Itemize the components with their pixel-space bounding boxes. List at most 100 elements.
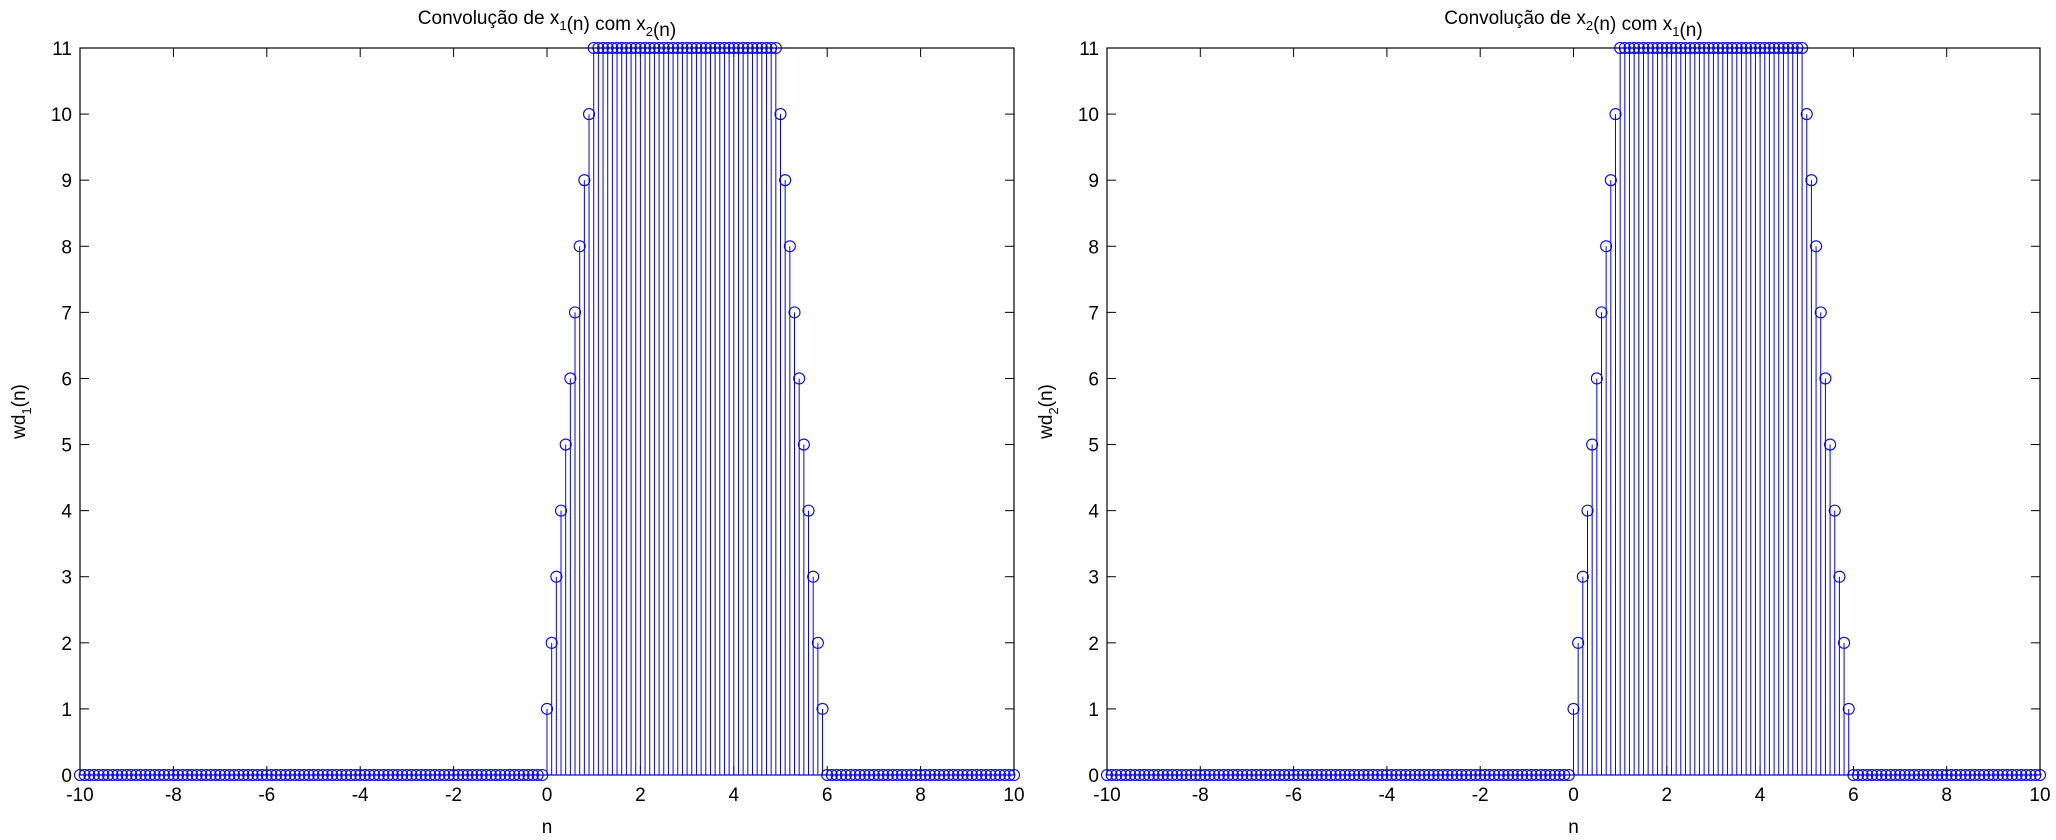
chart-0-x-tick-label: 10 (1003, 785, 1024, 806)
chart-0-y-tick-label: 2 (61, 634, 72, 655)
chart-0-stem-marker (582, 108, 596, 121)
chart-0-stem-marker (643, 41, 656, 55)
chart-0-stem-marker (545, 636, 558, 649)
chart-1-stem-marker (1777, 41, 1790, 55)
chart-1-y-tick-label: 3 (1088, 568, 1099, 589)
chart-0-stem-marker (610, 41, 624, 55)
chart-1-stem-marker (1754, 41, 1767, 55)
chart-1-stem-marker (1572, 636, 1585, 649)
chart-1-x-tick-label: -10 (1093, 785, 1120, 806)
chart-0-stem-marker (592, 41, 605, 55)
chart-0-y-tick-label: 0 (61, 766, 72, 787)
chart-0-stem-marker (732, 41, 745, 55)
chart-1-stem-marker (1824, 438, 1837, 451)
chart-1-plot-frame (1106, 47, 2041, 776)
chart-0-stem-marker (568, 306, 582, 319)
chart-1-stem-marker (1698, 41, 1711, 55)
chart-0-stem-marker (573, 240, 586, 253)
chart-0-stem-marker (559, 438, 572, 451)
chart-0-stem-marker (671, 41, 684, 55)
chart-0-stem-marker (704, 41, 717, 55)
chart-0-y-tick-label: 1 (61, 700, 72, 721)
chart-0-stem-marker (723, 41, 736, 55)
chart-0-stem-marker (797, 438, 810, 451)
chart-1-stem-marker (1567, 702, 1580, 715)
chart-0-stem-marker (788, 306, 801, 319)
chart-0-stem-marker (695, 41, 708, 55)
chart-1-stem-marker (1842, 702, 1855, 715)
chart-1-stem-marker (1810, 240, 1823, 253)
chart-0-stem-marker (681, 41, 694, 55)
chart-1-stem-marker (1637, 41, 1650, 55)
chart-1-stem-marker (1628, 41, 1641, 55)
chart-1-stem-marker (1702, 41, 1715, 55)
chart-1-stem-marker (1730, 41, 1743, 55)
chart-0-x-tick-label: 0 (542, 785, 553, 806)
chart-1-y-tick-label: 10 (1078, 105, 1099, 126)
chart-0-stem-marker (755, 41, 768, 55)
chart-1-stem-marker (1712, 41, 1725, 55)
chart-1-stem-marker (1782, 41, 1795, 55)
chart-0-y-tick-label: 3 (61, 568, 72, 589)
chart-0-stem-marker (802, 504, 815, 517)
chart-1-stem-marker (1609, 108, 1622, 121)
chart-1-stem-marker (1679, 41, 1692, 55)
chart-1-stem-marker (1740, 41, 1753, 55)
chart-1-x-tick-label: 6 (1848, 785, 1859, 806)
chart-0-stem-marker (709, 41, 722, 55)
chart-1-stem-marker (1819, 372, 1832, 385)
chart-1-x-tick-label: 0 (1568, 785, 1579, 806)
chart-1-stem-marker (1618, 41, 1631, 55)
chart-1-y-tick-label: 4 (1088, 502, 1099, 523)
chart-1-stem-marker (1744, 41, 1757, 55)
chart-1-stem-marker (1805, 174, 1818, 187)
chart-1-stem-marker (1660, 41, 1673, 55)
chart-1-y-tick-label: 8 (1088, 237, 1099, 258)
chart-0-y-tick-label: 6 (61, 369, 72, 390)
chart-0-y-tick-label: 7 (61, 303, 72, 324)
chart-0-stem-marker (751, 41, 764, 55)
chart-1-x-tick-label: 8 (1941, 785, 1952, 806)
chart-1-stem-marker (1595, 306, 1608, 319)
chart-0-stem-marker (657, 41, 670, 55)
chart-0-stem-marker (783, 240, 796, 253)
chart-1-stem-marker (1786, 41, 1799, 55)
chart-0-x-tick-label: -10 (66, 785, 93, 806)
chart-1-y-tick-label: 7 (1088, 303, 1099, 324)
chart-1-stem-marker (1600, 240, 1613, 253)
chart-1-x-label: n (1568, 817, 1579, 838)
chart-0-x-tick-label: 4 (729, 785, 740, 806)
chart-1-y-tick-label: 2 (1088, 634, 1099, 655)
chart-1-x-tick-label: -4 (1378, 785, 1395, 806)
chart-1-stem-marker (1642, 41, 1655, 55)
chart-1-x-tick-label: -6 (1285, 785, 1302, 806)
chart-1-x-tick-label: -2 (1472, 785, 1489, 806)
chart-1-stem-marker (1828, 504, 1841, 517)
chart-1-y-tick-label: 1 (1088, 700, 1099, 721)
chart-0-y-tick-label: 8 (61, 237, 72, 258)
chart-0-y-tick-label: 9 (61, 171, 72, 192)
chart-1-stem-marker (1716, 41, 1729, 55)
chart-1-stem-marker (1604, 174, 1617, 187)
chart-0-stem-marker (629, 41, 642, 55)
chart-0-stem-marker (625, 41, 638, 55)
chart-0-stem-marker (540, 702, 554, 715)
chart-0-stem-marker (746, 41, 759, 55)
chart-1-stem-marker (1772, 41, 1785, 55)
chart-1-stem-marker (1665, 41, 1678, 55)
chart-1-title: Convolução de x2(n) com x1(n) (1444, 8, 1702, 41)
chart-1-y-label: wd2(n) (1036, 384, 1061, 440)
chart-0-stem-marker (634, 41, 647, 55)
chart-1-stem-marker (1814, 306, 1827, 319)
chart-0-stem-marker (667, 41, 680, 55)
chart-1-stem-marker (1656, 41, 1669, 55)
chart-1-stem-marker (1749, 41, 1762, 55)
chart-0-y-tick-label: 11 (52, 39, 72, 60)
chart-1-stem-marker (1768, 41, 1781, 55)
chart-0-stem-marker (713, 41, 726, 55)
chart-0-stem-marker (769, 41, 782, 55)
chart-0-y-tick-label: 10 (51, 105, 72, 126)
chart-1-stem-marker (1623, 41, 1636, 55)
chart-1-stem-marker (1707, 41, 1720, 55)
